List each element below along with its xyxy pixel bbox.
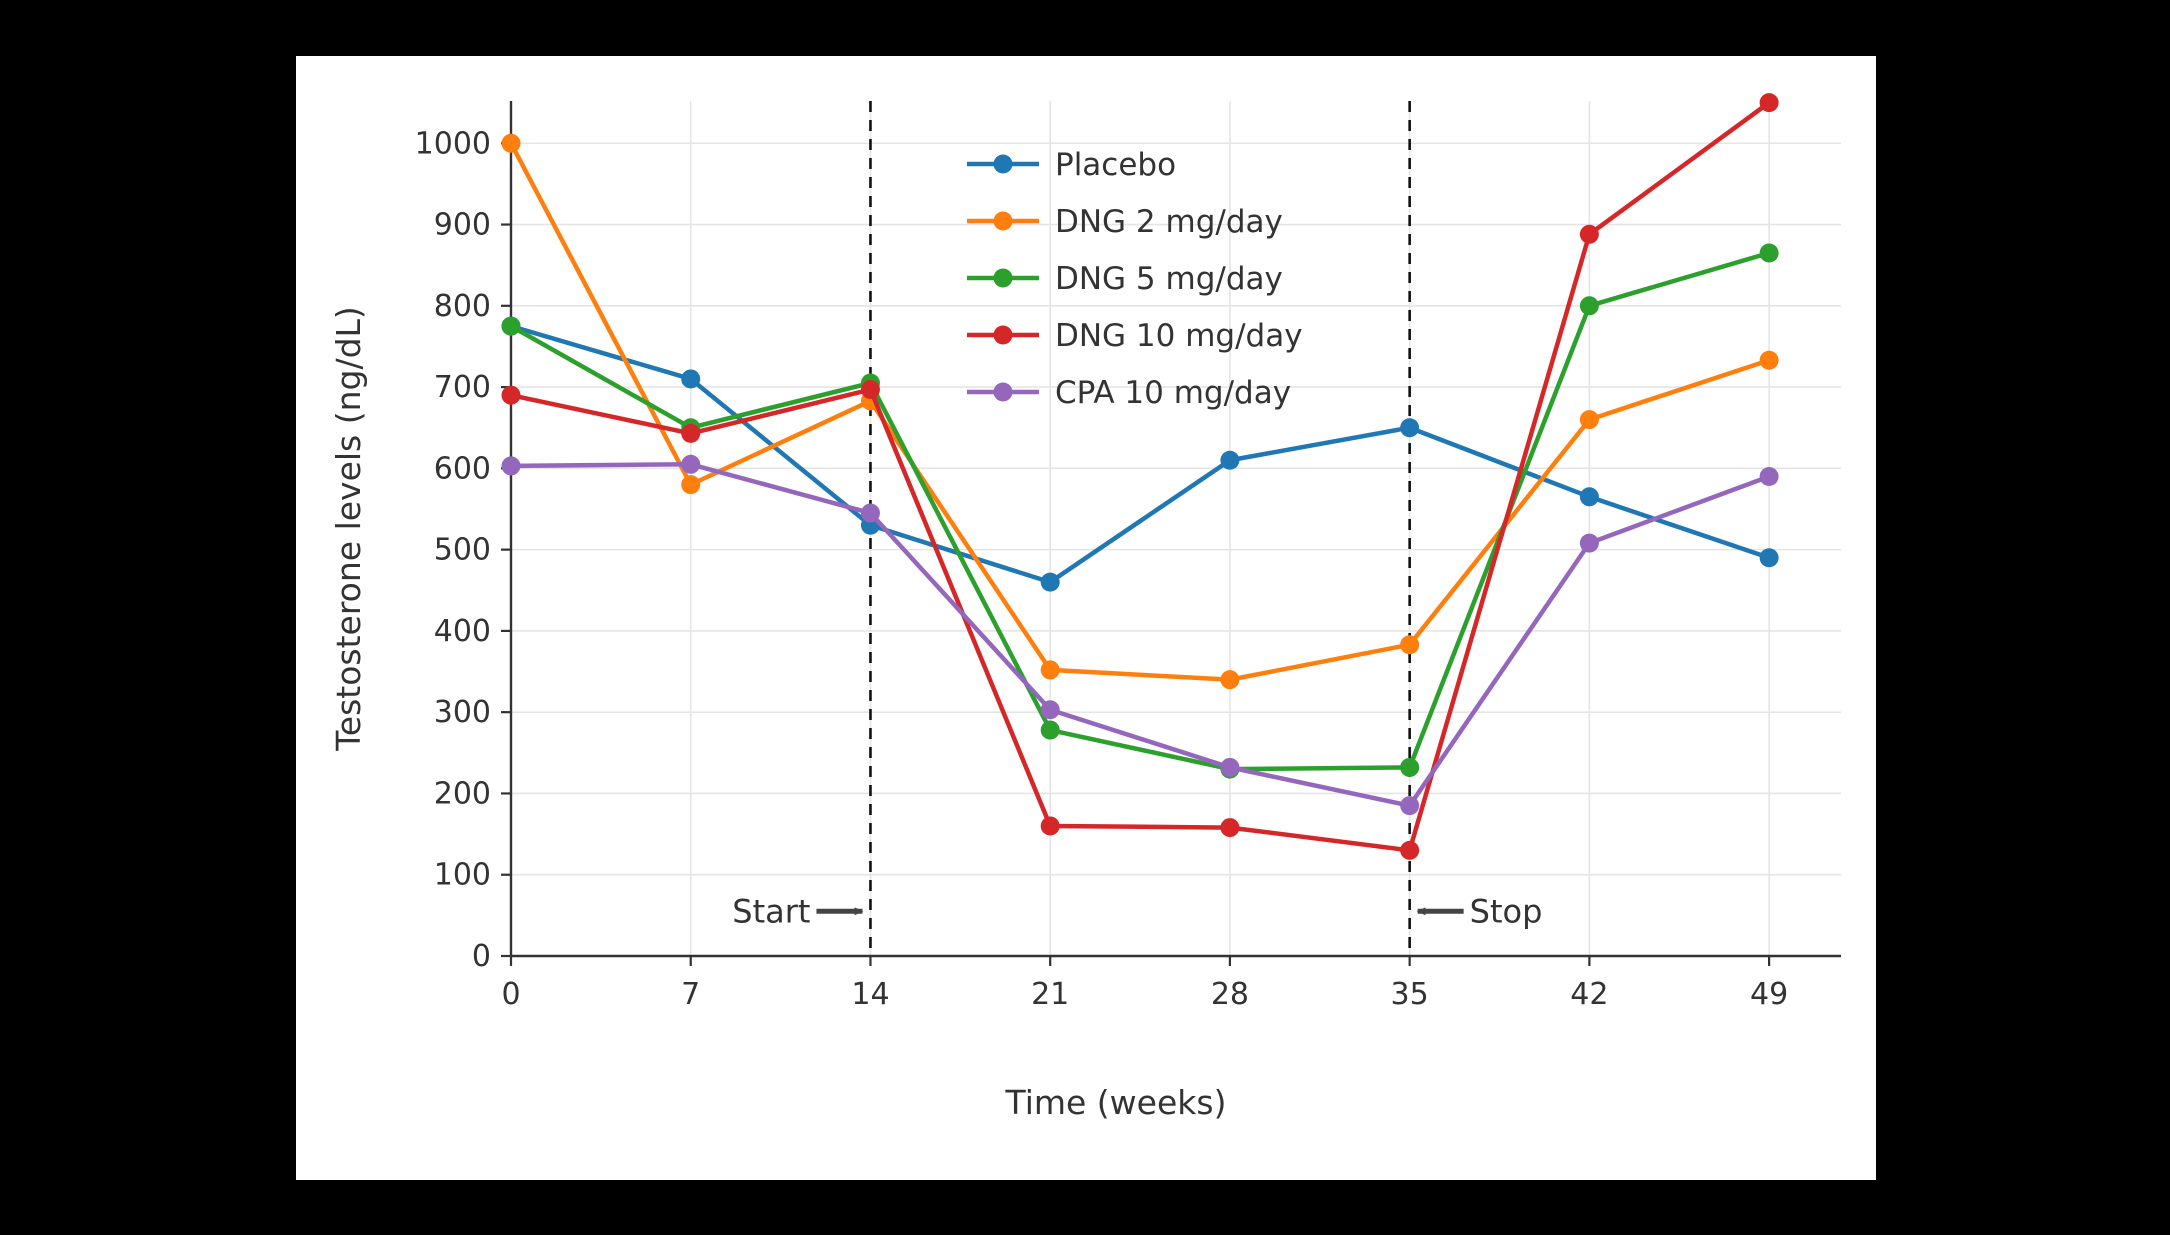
legend-label: CPA 10 mg/day <box>1055 375 1291 411</box>
series-marker-dng-5-mg-day <box>1579 296 1599 316</box>
series-marker-dng-5-mg-day <box>501 316 521 336</box>
legend-item-placebo[interactable]: Placebo <box>967 147 1176 183</box>
series-marker-cpa-10-mg-day <box>1579 533 1599 553</box>
series-marker-placebo <box>1040 572 1060 592</box>
series-marker-dng-10-mg-day <box>1220 818 1240 838</box>
series-marker-placebo <box>1400 418 1420 438</box>
y-tick-label: 100 <box>434 858 491 893</box>
series-marker-placebo <box>1759 548 1779 568</box>
y-tick-label: 800 <box>434 289 491 324</box>
y-tick-label: 0 <box>472 939 491 974</box>
legend-label: DNG 10 mg/day <box>1055 318 1303 354</box>
legend-swatch-marker <box>993 211 1013 231</box>
legend-swatch-marker <box>993 154 1013 174</box>
y-tick-label: 500 <box>434 533 491 568</box>
y-tick-label: 300 <box>434 695 491 730</box>
series-marker-cpa-10-mg-day <box>860 503 880 523</box>
y-tick-label: 600 <box>434 451 491 486</box>
legend-label: Placebo <box>1055 147 1176 183</box>
legend-item-dng-5-mg-day[interactable]: DNG 5 mg/day <box>967 261 1283 297</box>
series-marker-cpa-10-mg-day <box>1400 796 1420 816</box>
series-marker-dng-2-mg-day <box>1759 350 1779 370</box>
annotation-stop: Stop <box>1470 892 1543 930</box>
y-tick-label: 700 <box>434 370 491 405</box>
series-marker-dng-2-mg-day <box>1400 635 1420 655</box>
series-line-placebo <box>508 323 1772 585</box>
series-marker-dng-5-mg-day <box>1759 243 1779 263</box>
series-line-dng-10-mg-day <box>508 100 1772 853</box>
series-marker-dng-2-mg-day <box>501 133 521 153</box>
series-marker-dng-10-mg-day <box>860 380 880 400</box>
x-axis-title: Time (weeks) <box>1005 1083 1227 1122</box>
series-marker-dng-5-mg-day <box>1040 720 1060 740</box>
legend-swatch-marker <box>993 382 1013 402</box>
x-tick-label: 7 <box>681 977 700 1012</box>
x-tick-label: 35 <box>1391 977 1429 1012</box>
series-marker-dng-2-mg-day <box>1220 670 1240 690</box>
legend-swatch-marker <box>993 268 1013 288</box>
legend-label: DNG 2 mg/day <box>1055 204 1283 240</box>
series-marker-dng-2-mg-day <box>1040 660 1060 680</box>
y-tick-label: 400 <box>434 614 491 649</box>
series-line-dng-5-mg-day <box>508 250 1772 772</box>
legend-item-dng-2-mg-day[interactable]: DNG 2 mg/day <box>967 204 1283 240</box>
x-tick-label: 42 <box>1570 977 1608 1012</box>
series-marker-dng-2-mg-day <box>681 475 701 495</box>
series-marker-cpa-10-mg-day <box>1759 466 1779 486</box>
y-tick-label: 1000 <box>415 126 491 161</box>
x-tick-label: 28 <box>1211 977 1249 1012</box>
legend-label: DNG 5 mg/day <box>1055 261 1283 297</box>
series-marker-dng-2-mg-day <box>1579 410 1599 430</box>
x-tick-label: 0 <box>501 977 520 1012</box>
series-marker-dng-10-mg-day <box>681 423 701 443</box>
chart-card: 0 100 200 300 400 500 600 700 800 900 1000 0 7 14 21 28… <box>296 56 1876 1180</box>
series-marker-cpa-10-mg-day <box>681 454 701 474</box>
legend-item-cpa-10-mg-day[interactable]: CPA 10 mg/day <box>967 375 1291 411</box>
x-tick-label: 14 <box>851 977 889 1012</box>
y-tick-label: 900 <box>434 208 491 243</box>
series-marker-dng-10-mg-day <box>1759 93 1779 113</box>
series-marker-cpa-10-mg-day <box>1220 757 1240 777</box>
series-marker-dng-10-mg-day <box>1400 840 1420 860</box>
series-marker-placebo <box>681 369 701 389</box>
series-marker-placebo <box>1220 450 1240 470</box>
legend-item-dng-10-mg-day[interactable]: DNG 10 mg/day <box>967 318 1303 354</box>
y-axis-title: Testosterone levels (ng/dL) <box>329 306 368 752</box>
series-marker-dng-10-mg-day <box>1040 816 1060 836</box>
x-tick-label: 21 <box>1031 977 1069 1012</box>
series-marker-dng-10-mg-day <box>1579 224 1599 244</box>
legend-swatch-marker <box>993 325 1013 345</box>
series-marker-dng-5-mg-day <box>1400 757 1420 777</box>
series-marker-cpa-10-mg-day <box>1040 700 1060 720</box>
y-tick-label: 200 <box>434 776 491 811</box>
testosterone-line-chart: 0 100 200 300 400 500 600 700 800 900 1000 0 7 14 21 28… <box>329 93 1841 1122</box>
series-marker-cpa-10-mg-day <box>501 456 521 476</box>
series-marker-placebo <box>1579 487 1599 507</box>
series-marker-dng-10-mg-day <box>501 385 521 405</box>
series-line-cpa-10-mg-day <box>508 462 1772 808</box>
annotation-start: Start <box>732 892 810 930</box>
x-tick-label: 49 <box>1750 977 1788 1012</box>
